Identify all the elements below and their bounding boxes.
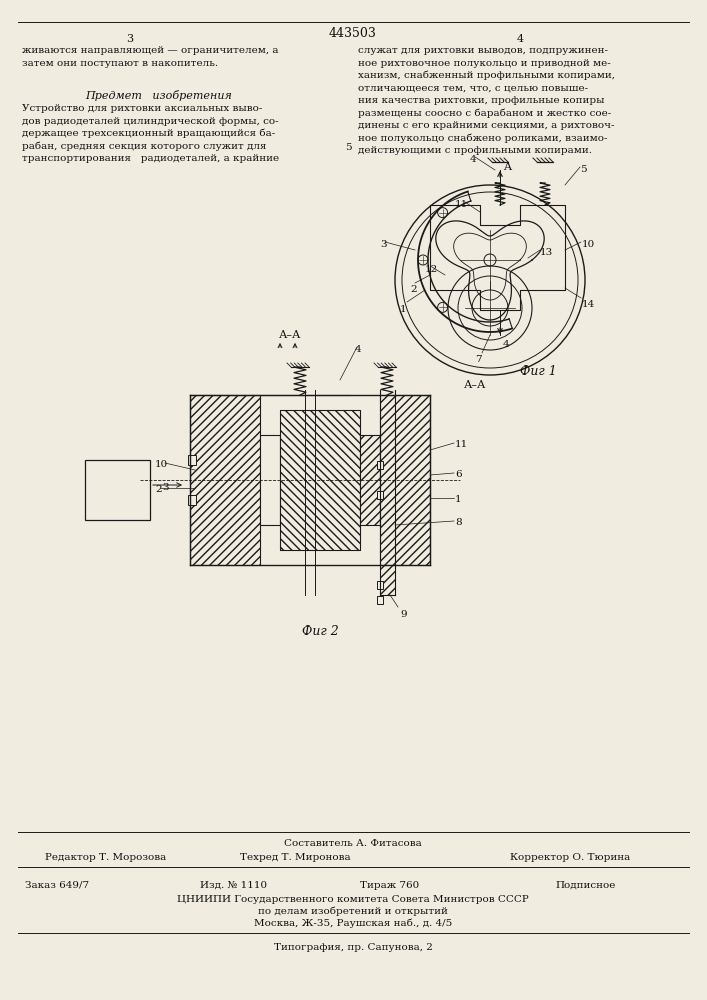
Bar (260, 435, 280, 525)
Text: Корректор О. Тюрина: Корректор О. Тюрина (510, 853, 630, 862)
Circle shape (418, 255, 428, 265)
Bar (188, 455, 196, 465)
Bar (190, 395, 260, 565)
Text: 3: 3 (162, 483, 169, 492)
Text: Москва, Ж-35, Раушская наб., д. 4/5: Москва, Ж-35, Раушская наб., д. 4/5 (254, 919, 452, 928)
Text: ЦНИИПИ Государственного комитета Совета Министров СССР: ЦНИИПИ Государственного комитета Совета … (177, 895, 529, 904)
Text: держащее трехсекционный вращающийся ба-: держащее трехсекционный вращающийся ба- (22, 129, 275, 138)
Text: 13: 13 (540, 248, 554, 257)
Text: Составитель А. Фитасова: Составитель А. Фитасова (284, 839, 422, 848)
Bar (85, 460, 150, 520)
Text: 10: 10 (155, 460, 168, 469)
Text: отличающееся тем, что, с целью повыше-: отличающееся тем, что, с целью повыше- (358, 84, 588, 93)
Text: затем они поступают в накопитель.: затем они поступают в накопитель. (22, 58, 218, 68)
Text: Фиг 1: Фиг 1 (520, 365, 556, 378)
Text: служат для рихтовки выводов, подпружинен-: служат для рихтовки выводов, подпружинен… (358, 46, 608, 55)
Text: 4: 4 (355, 345, 361, 354)
Text: А–А: А–А (464, 380, 486, 390)
Bar (377, 581, 383, 589)
Text: Типография, пр. Сапунова, 2: Типография, пр. Сапунова, 2 (274, 943, 433, 952)
Text: ное рихтовочное полукольцо и приводной ме-: ное рихтовочное полукольцо и приводной м… (358, 58, 611, 68)
Text: 3: 3 (127, 34, 134, 44)
Circle shape (438, 302, 448, 312)
Text: 1: 1 (400, 305, 407, 314)
Text: размещены соосно с барабаном и жестко сое-: размещены соосно с барабаном и жестко со… (358, 108, 612, 118)
Text: 2: 2 (410, 285, 416, 294)
Text: 2: 2 (155, 485, 162, 494)
Text: 11: 11 (455, 200, 468, 209)
Text: ханизм, снабженный профильными копирами,: ханизм, снабженный профильными копирами, (358, 71, 615, 81)
Text: 14: 14 (582, 300, 595, 309)
Text: 5: 5 (580, 165, 587, 174)
Text: 5: 5 (345, 143, 351, 152)
Text: ния качества рихтовки, профильные копиры: ния качества рихтовки, профильные копиры (358, 96, 604, 105)
Text: 6: 6 (455, 470, 462, 479)
Text: 4: 4 (470, 155, 477, 164)
Text: Фиг 2: Фиг 2 (302, 625, 339, 638)
Bar (377, 596, 383, 604)
Text: 3: 3 (380, 240, 387, 249)
Text: 1: 1 (455, 495, 462, 504)
Text: 8: 8 (455, 518, 462, 527)
Text: Предмет   изобретения: Предмет изобретения (85, 90, 232, 101)
Text: 9: 9 (400, 610, 407, 619)
Bar (280, 410, 360, 550)
Text: 11: 11 (455, 440, 468, 449)
Text: А–А: А–А (279, 330, 301, 340)
Bar (380, 395, 430, 565)
Bar (377, 461, 383, 469)
Bar (188, 495, 196, 505)
Text: 7: 7 (475, 355, 481, 364)
Text: 443503: 443503 (329, 27, 377, 40)
Text: живаются направляющей — ограничителем, а: живаются направляющей — ограничителем, а (22, 46, 279, 55)
Text: A: A (503, 162, 511, 172)
Bar (360, 435, 380, 525)
Circle shape (438, 208, 448, 218)
Text: рабан, средняя секция которого служит для: рабан, средняя секция которого служит дл… (22, 141, 267, 151)
Bar (377, 491, 383, 499)
Text: Техред Т. Миронова: Техред Т. Миронова (240, 853, 350, 862)
Text: дов радиодеталей цилиндрической формы, со-: дов радиодеталей цилиндрической формы, с… (22, 116, 279, 125)
Text: Устройство для рихтовки аксиальных выво-: Устройство для рихтовки аксиальных выво- (22, 104, 262, 113)
Bar (380, 565, 395, 595)
Text: 10: 10 (582, 240, 595, 249)
Text: динены с его крайними секциями, а рихтовоч-: динены с его крайними секциями, а рихтов… (358, 121, 614, 130)
Bar (380, 395, 430, 565)
Bar (280, 410, 360, 550)
Text: Изд. № 1110: Изд. № 1110 (200, 881, 267, 890)
Text: Тираж 760: Тираж 760 (360, 881, 419, 890)
Text: Редактор Т. Морозова: Редактор Т. Морозова (45, 853, 166, 862)
Text: Подписное: Подписное (555, 881, 615, 890)
Text: действующими с профильными копирами.: действующими с профильными копирами. (358, 146, 592, 155)
Text: 12: 12 (425, 265, 438, 274)
Text: Заказ 649/7: Заказ 649/7 (25, 881, 89, 890)
Bar (360, 435, 380, 525)
Bar (190, 395, 260, 565)
Text: транспортирования   радиодеталей, а крайние: транспортирования радиодеталей, а крайни… (22, 154, 279, 163)
Text: ное полукольцо снабжено роликами, взаимо-: ное полукольцо снабжено роликами, взаимо… (358, 133, 607, 143)
Text: 4: 4 (516, 34, 524, 44)
Text: 4: 4 (503, 340, 510, 349)
Text: по делам изобретений и открытий: по делам изобретений и открытий (258, 907, 448, 916)
